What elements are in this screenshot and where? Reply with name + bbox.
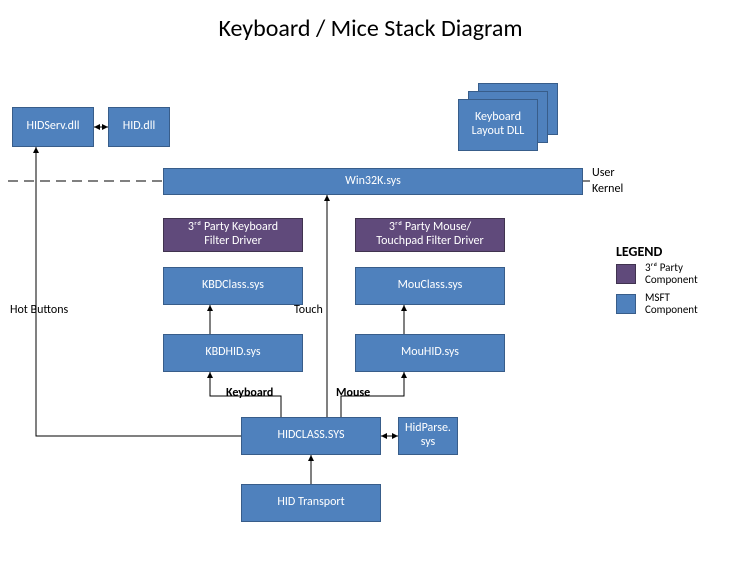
node-kbdhid: KBDHID.sys bbox=[163, 334, 303, 372]
node-hiddll: HID.dll bbox=[108, 107, 170, 147]
legend-swatch-third bbox=[616, 264, 636, 284]
node-msfilter: 3ʳᵈ Party Mouse/ Touchpad Filter Driver bbox=[355, 218, 505, 252]
edge-label-touch: Touch bbox=[294, 303, 323, 317]
node-hidclass: HIDCLASS.SYS bbox=[241, 417, 381, 455]
legend-swatch-msft bbox=[616, 294, 636, 314]
node-mouclass: MouClass.sys bbox=[355, 267, 505, 305]
diagram-title: Keyboard / Mice Stack Diagram bbox=[0, 14, 741, 43]
node-hidparse: HidParse. sys bbox=[398, 417, 458, 455]
divider-kernel-label: Kernel bbox=[592, 182, 623, 196]
divider-user-label: User bbox=[592, 166, 615, 180]
node-kblayout: Keyboard Layout DLL bbox=[458, 99, 538, 151]
node-kbdclass: KBDClass.sys bbox=[163, 267, 303, 305]
node-kbfilter: 3ʳᵈ Party Keyboard Filter Driver bbox=[163, 218, 303, 252]
legend-title: LEGEND bbox=[616, 243, 662, 260]
node-hidtrans: HID Transport bbox=[241, 484, 381, 522]
node-win32k: Win32K.sys bbox=[163, 168, 583, 195]
edge-label-hotbuttons: Hot Buttons bbox=[10, 303, 68, 317]
edge-label-mouse: Mouse bbox=[336, 386, 370, 400]
node-hidserv: HIDServ.dll bbox=[12, 107, 94, 147]
legend-label-third: 3ʳᵈ Party Component bbox=[645, 262, 698, 286]
edge-label-keyboard: Keyboard bbox=[226, 386, 273, 400]
node-mouhid: MouHID.sys bbox=[355, 334, 505, 372]
legend-label-msft: MSFT Component bbox=[645, 292, 698, 316]
